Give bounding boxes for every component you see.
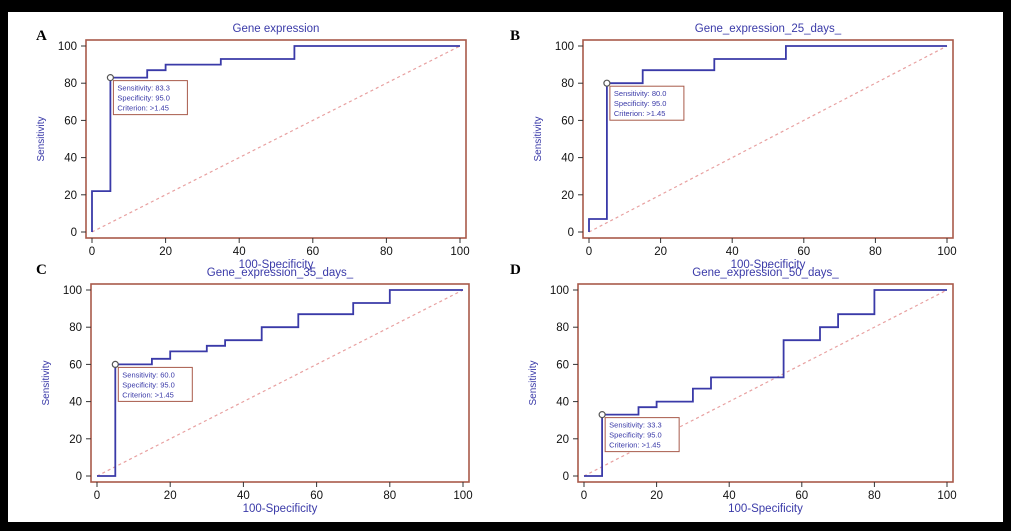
chart-title: Gene_expression_50_days_: [692, 267, 839, 279]
y-tick-label: 20: [69, 434, 82, 446]
x-tick-label: 100: [453, 490, 472, 502]
x-tick-label: 40: [237, 490, 250, 502]
panel-letter: A: [36, 28, 47, 44]
roc-panel-d: D Gene_expression_50_days_ 0 20 40 60 80 100 0 20…: [510, 262, 957, 515]
figure-frame: A Gene expression 0 20 40 60 80 100 0 20 40 60 80 100…: [8, 12, 1003, 522]
y-tick-label: 80: [561, 78, 574, 90]
x-tick-label: 40: [726, 246, 739, 258]
y-tick-label: 0: [568, 227, 574, 239]
chart-title: Gene_expression_25_days_: [695, 23, 842, 35]
annotation-line: Sensitivity: 33.3: [609, 421, 662, 430]
panel-letter: C: [36, 262, 47, 278]
x-tick-label: 60: [795, 490, 808, 502]
annotation-line: Specificity: 95.0: [609, 431, 662, 440]
x-axis-label: 100-Specificity: [243, 503, 318, 515]
y-tick-label: 100: [63, 285, 82, 297]
x-tick-label: 80: [868, 490, 881, 502]
y-tick-label: 100: [550, 285, 569, 297]
x-tick-label: 0: [94, 490, 100, 502]
y-tick-label: 0: [563, 471, 569, 483]
y-tick-label: 0: [71, 227, 77, 239]
y-tick-label: 60: [64, 115, 77, 127]
y-tick-label: 100: [555, 41, 574, 53]
x-tick-label: 40: [233, 246, 246, 258]
panel-letter: B: [510, 28, 520, 44]
y-tick-label: 40: [69, 397, 82, 409]
x-axis-label: 100-Specificity: [728, 503, 803, 515]
criterion-marker: [599, 412, 605, 418]
criterion-marker: [112, 361, 118, 367]
y-tick-label: 80: [556, 322, 569, 334]
y-tick-label: 40: [556, 397, 569, 409]
y-axis-label: Sensitivity: [36, 116, 47, 161]
y-tick-label: 60: [561, 115, 574, 127]
y-tick-label: 40: [64, 153, 77, 165]
y-tick-label: 20: [556, 434, 569, 446]
y-tick-label: 60: [556, 359, 569, 371]
x-tick-label: 80: [380, 246, 393, 258]
y-tick-label: 20: [64, 190, 77, 202]
criterion-marker: [604, 80, 610, 86]
x-tick-label: 20: [650, 490, 663, 502]
y-axis-label: Sensitivity: [533, 116, 544, 161]
annotation-line: Criterion: >1.45: [614, 109, 666, 118]
x-tick-label: 60: [797, 246, 810, 258]
y-tick-label: 0: [76, 471, 82, 483]
criterion-marker: [107, 75, 113, 81]
roc-panel-b: B Gene_expression_25_days_ 0 20 40 60 80 100 0 20…: [510, 23, 957, 271]
y-tick-label: 80: [69, 322, 82, 334]
x-tick-label: 60: [306, 246, 319, 258]
x-tick-label: 20: [164, 490, 177, 502]
annotation-line: Specificity: 95.0: [614, 99, 667, 108]
x-tick-label: 20: [159, 246, 172, 258]
x-tick-label: 0: [581, 490, 587, 502]
x-tick-label: 40: [723, 490, 736, 502]
annotation-line: Specificity: 95.0: [117, 94, 170, 103]
panel-letter: D: [510, 262, 521, 278]
roc-panel-c: C Gene_expression_35_days_ 0 20 40 60 80 100 0 20…: [36, 262, 473, 515]
y-tick-label: 80: [64, 78, 77, 90]
annotation-line: Sensitivity: 80.0: [614, 89, 667, 98]
x-tick-label: 0: [89, 246, 95, 258]
x-tick-label: 100: [450, 246, 469, 258]
annotation-line: Specificity: 95.0: [122, 380, 175, 389]
x-tick-label: 80: [869, 246, 882, 258]
annotation-line: Sensitivity: 60.0: [122, 370, 175, 379]
y-axis-label: Sensitivity: [41, 360, 52, 405]
x-tick-label: 100: [937, 246, 956, 258]
roc-figure: A Gene expression 0 20 40 60 80 100 0 20 40 60 80 100…: [8, 12, 1003, 522]
plot-area: [583, 40, 953, 238]
annotation-line: Criterion: >1.45: [609, 441, 661, 450]
x-tick-label: 80: [383, 490, 396, 502]
x-tick-label: 60: [310, 490, 323, 502]
chart-title: Gene expression: [233, 23, 320, 35]
y-tick-label: 20: [561, 190, 574, 202]
y-tick-label: 40: [561, 153, 574, 165]
y-axis-label: Sensitivity: [528, 360, 539, 405]
roc-panel-a: A Gene expression 0 20 40 60 80 100 0 20 40 60 80 100…: [36, 23, 470, 271]
y-tick-label: 100: [58, 41, 77, 53]
x-tick-label: 0: [586, 246, 592, 258]
x-tick-label: 100: [937, 490, 956, 502]
chart-title: Gene_expression_35_days_: [207, 267, 354, 279]
plot-area: [578, 284, 953, 482]
x-tick-label: 20: [654, 246, 667, 258]
annotation-line: Sensitivity: 83.3: [117, 84, 170, 93]
y-tick-label: 60: [69, 359, 82, 371]
annotation-line: Criterion: >1.45: [122, 390, 174, 399]
annotation-line: Criterion: >1.45: [117, 104, 168, 113]
